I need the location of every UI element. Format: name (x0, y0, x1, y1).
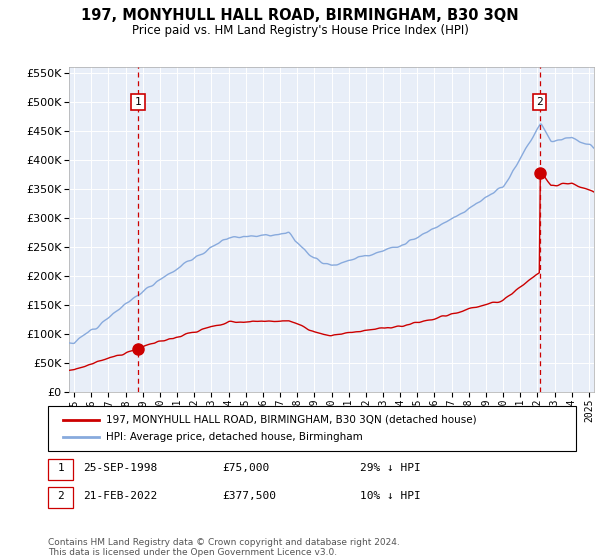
Text: 25-SEP-1998: 25-SEP-1998 (83, 463, 157, 473)
Text: 2: 2 (536, 97, 543, 107)
Text: 1: 1 (135, 97, 142, 107)
Text: 10% ↓ HPI: 10% ↓ HPI (360, 491, 421, 501)
Text: 2: 2 (57, 491, 64, 501)
Text: 197, MONYHULL HALL ROAD, BIRMINGHAM, B30 3QN: 197, MONYHULL HALL ROAD, BIRMINGHAM, B30… (81, 8, 519, 24)
Text: Price paid vs. HM Land Registry's House Price Index (HPI): Price paid vs. HM Land Registry's House … (131, 24, 469, 36)
Text: 1: 1 (57, 463, 64, 473)
Text: HPI: Average price, detached house, Birmingham: HPI: Average price, detached house, Birm… (106, 432, 363, 442)
Text: £75,000: £75,000 (222, 463, 269, 473)
Text: 21-FEB-2022: 21-FEB-2022 (83, 491, 157, 501)
Text: Contains HM Land Registry data © Crown copyright and database right 2024.
This d: Contains HM Land Registry data © Crown c… (48, 538, 400, 557)
Text: 29% ↓ HPI: 29% ↓ HPI (360, 463, 421, 473)
Text: 197, MONYHULL HALL ROAD, BIRMINGHAM, B30 3QN (detached house): 197, MONYHULL HALL ROAD, BIRMINGHAM, B30… (106, 415, 477, 425)
Text: £377,500: £377,500 (222, 491, 276, 501)
